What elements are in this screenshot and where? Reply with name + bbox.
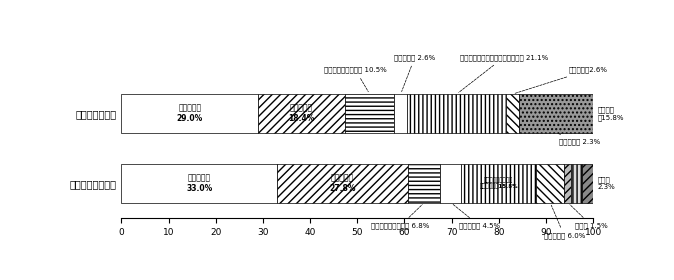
Bar (536, 164, 564, 203)
Text: 分からない 2.3%: 分からない 2.3% (559, 134, 600, 145)
Bar (121, 164, 277, 203)
Bar (506, 94, 518, 133)
Text: 相談にのってくれる専門家がいる 21.1%: 相談にのってくれる専門家がいる 21.1% (459, 54, 548, 92)
Bar (406, 94, 506, 133)
Text: お金がある
33.0%: お金がある 33.0% (186, 174, 212, 193)
Bar (440, 164, 462, 203)
Bar (121, 94, 258, 133)
Text: デイケアや作業所等 6.8%: デイケアや作業所等 6.8% (371, 205, 430, 229)
Text: デイケアや作業所等 10.5%: デイケアや作業所等 10.5% (324, 67, 387, 92)
Bar (582, 164, 593, 203)
Bar (564, 164, 572, 203)
Text: 相談にのってくれる
専門家がいる15.8%: 相談にのってくれる 専門家がいる15.8% (479, 177, 518, 190)
Text: 職場がある
18.4%: 職場がある 18.4% (288, 104, 315, 123)
Text: 住居がある 4.5%: 住居がある 4.5% (453, 204, 499, 229)
Bar (518, 94, 593, 133)
Bar (258, 94, 345, 133)
Bar (462, 164, 536, 203)
Text: その他 1.5%: その他 1.5% (570, 205, 608, 229)
Bar (394, 94, 406, 133)
Text: 無回答
2.3%: 無回答 2.3% (598, 177, 615, 190)
Text: 負債がない2.6%: 負債がない2.6% (515, 67, 608, 93)
Bar (408, 164, 440, 203)
Bar (277, 164, 408, 203)
Text: 住居がある 2.6%: 住居がある 2.6% (394, 54, 435, 92)
Text: お金がある
29.0%: お金がある 29.0% (177, 104, 203, 123)
Text: 分からな
い15.8%: 分からな い15.8% (598, 106, 624, 120)
Bar (345, 94, 394, 133)
Bar (572, 164, 582, 203)
Text: 職場がある
27.8%: 職場がある 27.8% (330, 174, 356, 193)
Text: 負債がない 6.0%: 負債がない 6.0% (544, 205, 585, 239)
